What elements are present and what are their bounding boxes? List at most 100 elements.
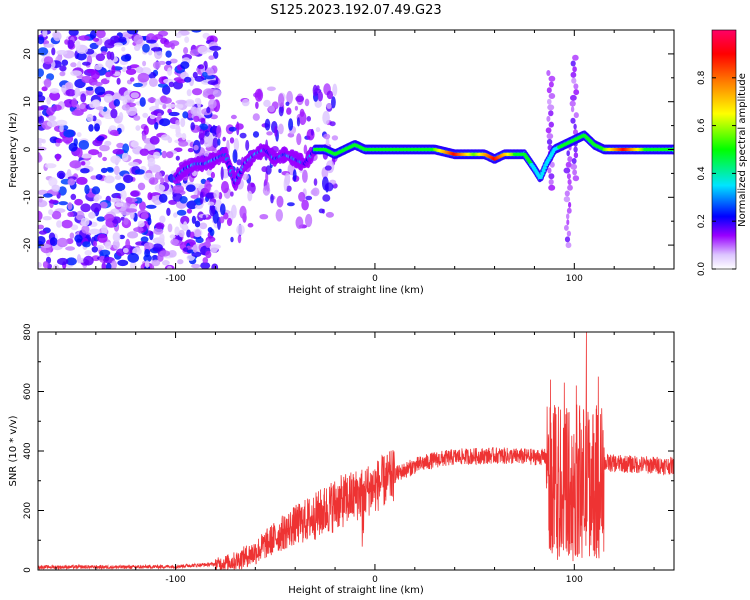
noise-blob (88, 124, 94, 132)
scatter-blob (266, 182, 270, 192)
noise-blob (92, 37, 100, 42)
noise-blob (167, 223, 173, 233)
snr-marks (38, 332, 674, 570)
scatter-blob (288, 118, 294, 131)
streak-blob (573, 123, 577, 130)
noise-blob (130, 92, 140, 99)
noise-blob (170, 238, 180, 246)
scatter-blob (241, 98, 250, 107)
scatter-blob (250, 182, 255, 188)
noise-blob (48, 177, 58, 187)
noise-blob (112, 239, 120, 250)
scatter-blob (274, 125, 278, 138)
noise-blob (205, 67, 214, 76)
noise-blob (96, 216, 106, 222)
noise-blob (67, 202, 73, 210)
noise-blob (94, 86, 106, 96)
snr-xlabel: Height of straight line (km) (288, 585, 424, 596)
scatter-blob (204, 130, 210, 137)
noise-blob (105, 262, 112, 269)
noise-blob (151, 259, 161, 267)
scatter-blob (198, 129, 205, 140)
noise-blob (205, 250, 212, 259)
noise-blob (80, 217, 90, 227)
streak-blob (570, 117, 576, 124)
streak-blob (547, 98, 552, 105)
noise-blob (46, 96, 51, 105)
ridge-peak (544, 163, 548, 167)
noise-blob (152, 61, 161, 69)
noise-blob (100, 167, 108, 174)
scatter-blob (235, 123, 244, 130)
scatter-blob (323, 133, 331, 140)
noise-blob (121, 152, 129, 162)
noise-blob (65, 246, 76, 251)
noise-blob (168, 81, 175, 88)
noise-blob (190, 122, 195, 131)
streak-blob (572, 54, 579, 61)
scatter-blob (286, 107, 292, 115)
noise-blob (66, 169, 72, 177)
noise-blob (38, 94, 46, 102)
noise-blob (153, 227, 164, 235)
scatter-blob (305, 195, 313, 201)
noise-blob (180, 117, 186, 128)
noise-blob (38, 111, 42, 117)
scatter-blob (230, 191, 234, 197)
noise-blob (67, 211, 74, 217)
noise-blob (97, 233, 108, 243)
noise-blob (165, 50, 172, 58)
noise-blob (154, 200, 161, 206)
noise-blob (127, 231, 139, 239)
noise-blob (59, 65, 67, 72)
noise-blob (86, 113, 94, 122)
noise-blob (128, 161, 140, 167)
noise-blob (46, 120, 58, 128)
noise-blob (147, 192, 153, 201)
streak-blob (566, 219, 570, 226)
noise-blob (61, 219, 73, 229)
colorbar-gradient (711, 29, 737, 270)
noise-blob (168, 250, 177, 258)
streak-blob (567, 184, 573, 191)
scatter-blob (207, 134, 213, 147)
noise-blob (175, 103, 184, 109)
noise-blob (120, 189, 127, 200)
scatter-blob (247, 222, 254, 228)
noise-blob (170, 42, 175, 50)
noise-blob (55, 138, 63, 144)
scatter-blob (313, 178, 318, 186)
noise-blob (53, 31, 62, 42)
noise-blob (110, 197, 122, 203)
noise-blob (65, 89, 76, 97)
noise-blob (139, 148, 149, 156)
scatter-blob (197, 105, 202, 116)
noise-blob (104, 39, 116, 49)
noise-blob (187, 147, 194, 153)
noise-blob (162, 260, 170, 266)
noise-blob (38, 68, 44, 77)
noise-blob (192, 88, 203, 96)
noise-blob (183, 221, 188, 230)
noise-blob (55, 153, 61, 162)
streak-blob (566, 213, 570, 220)
scatter-blob (245, 139, 250, 151)
noise-blob (125, 208, 138, 213)
scatter-blob (226, 217, 233, 227)
streak-blob (570, 106, 575, 113)
noise-blob (148, 177, 159, 185)
noise-blob (43, 43, 55, 48)
streak-blob (563, 196, 571, 203)
noise-blob (70, 193, 77, 200)
noise-blob (84, 250, 92, 256)
y-tick-label: 10 (23, 96, 33, 108)
noise-blob (180, 215, 190, 225)
noise-blob (101, 224, 108, 235)
streak-blob (571, 158, 577, 164)
noise-blob (202, 257, 209, 264)
noise-blob (116, 142, 125, 149)
noise-blob (166, 207, 171, 216)
scatter-blob (230, 236, 234, 243)
scatter-blob (305, 213, 313, 228)
scatter-blob (206, 192, 214, 200)
